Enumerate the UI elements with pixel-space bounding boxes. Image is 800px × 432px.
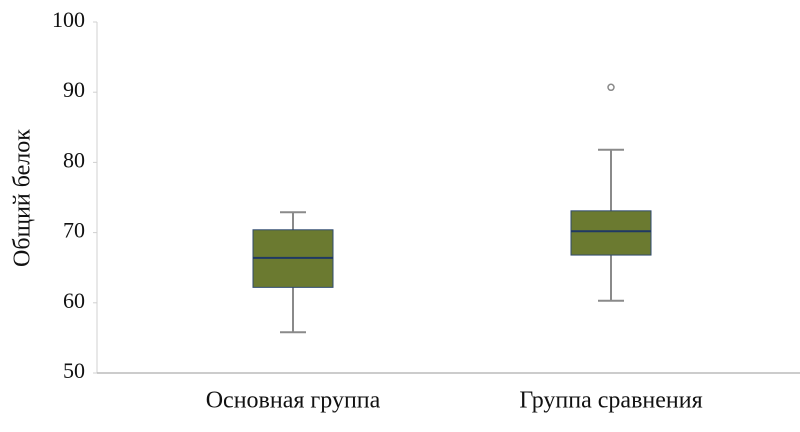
y-axis-title: Общий белок: [10, 129, 36, 267]
y-tick-label: 80: [63, 147, 85, 172]
y-tick-label: 60: [63, 288, 85, 313]
y-tick-label: 50: [63, 358, 85, 383]
y-tick-label: 70: [63, 218, 85, 243]
outlier: [607, 83, 615, 92]
x-tick-label: Группа сравнения: [519, 388, 702, 414]
y-tick-label: 100: [52, 7, 85, 32]
y-tick-label: 90: [63, 77, 85, 102]
box: [570, 210, 652, 256]
x-tick-label: Основная группа: [206, 388, 381, 414]
